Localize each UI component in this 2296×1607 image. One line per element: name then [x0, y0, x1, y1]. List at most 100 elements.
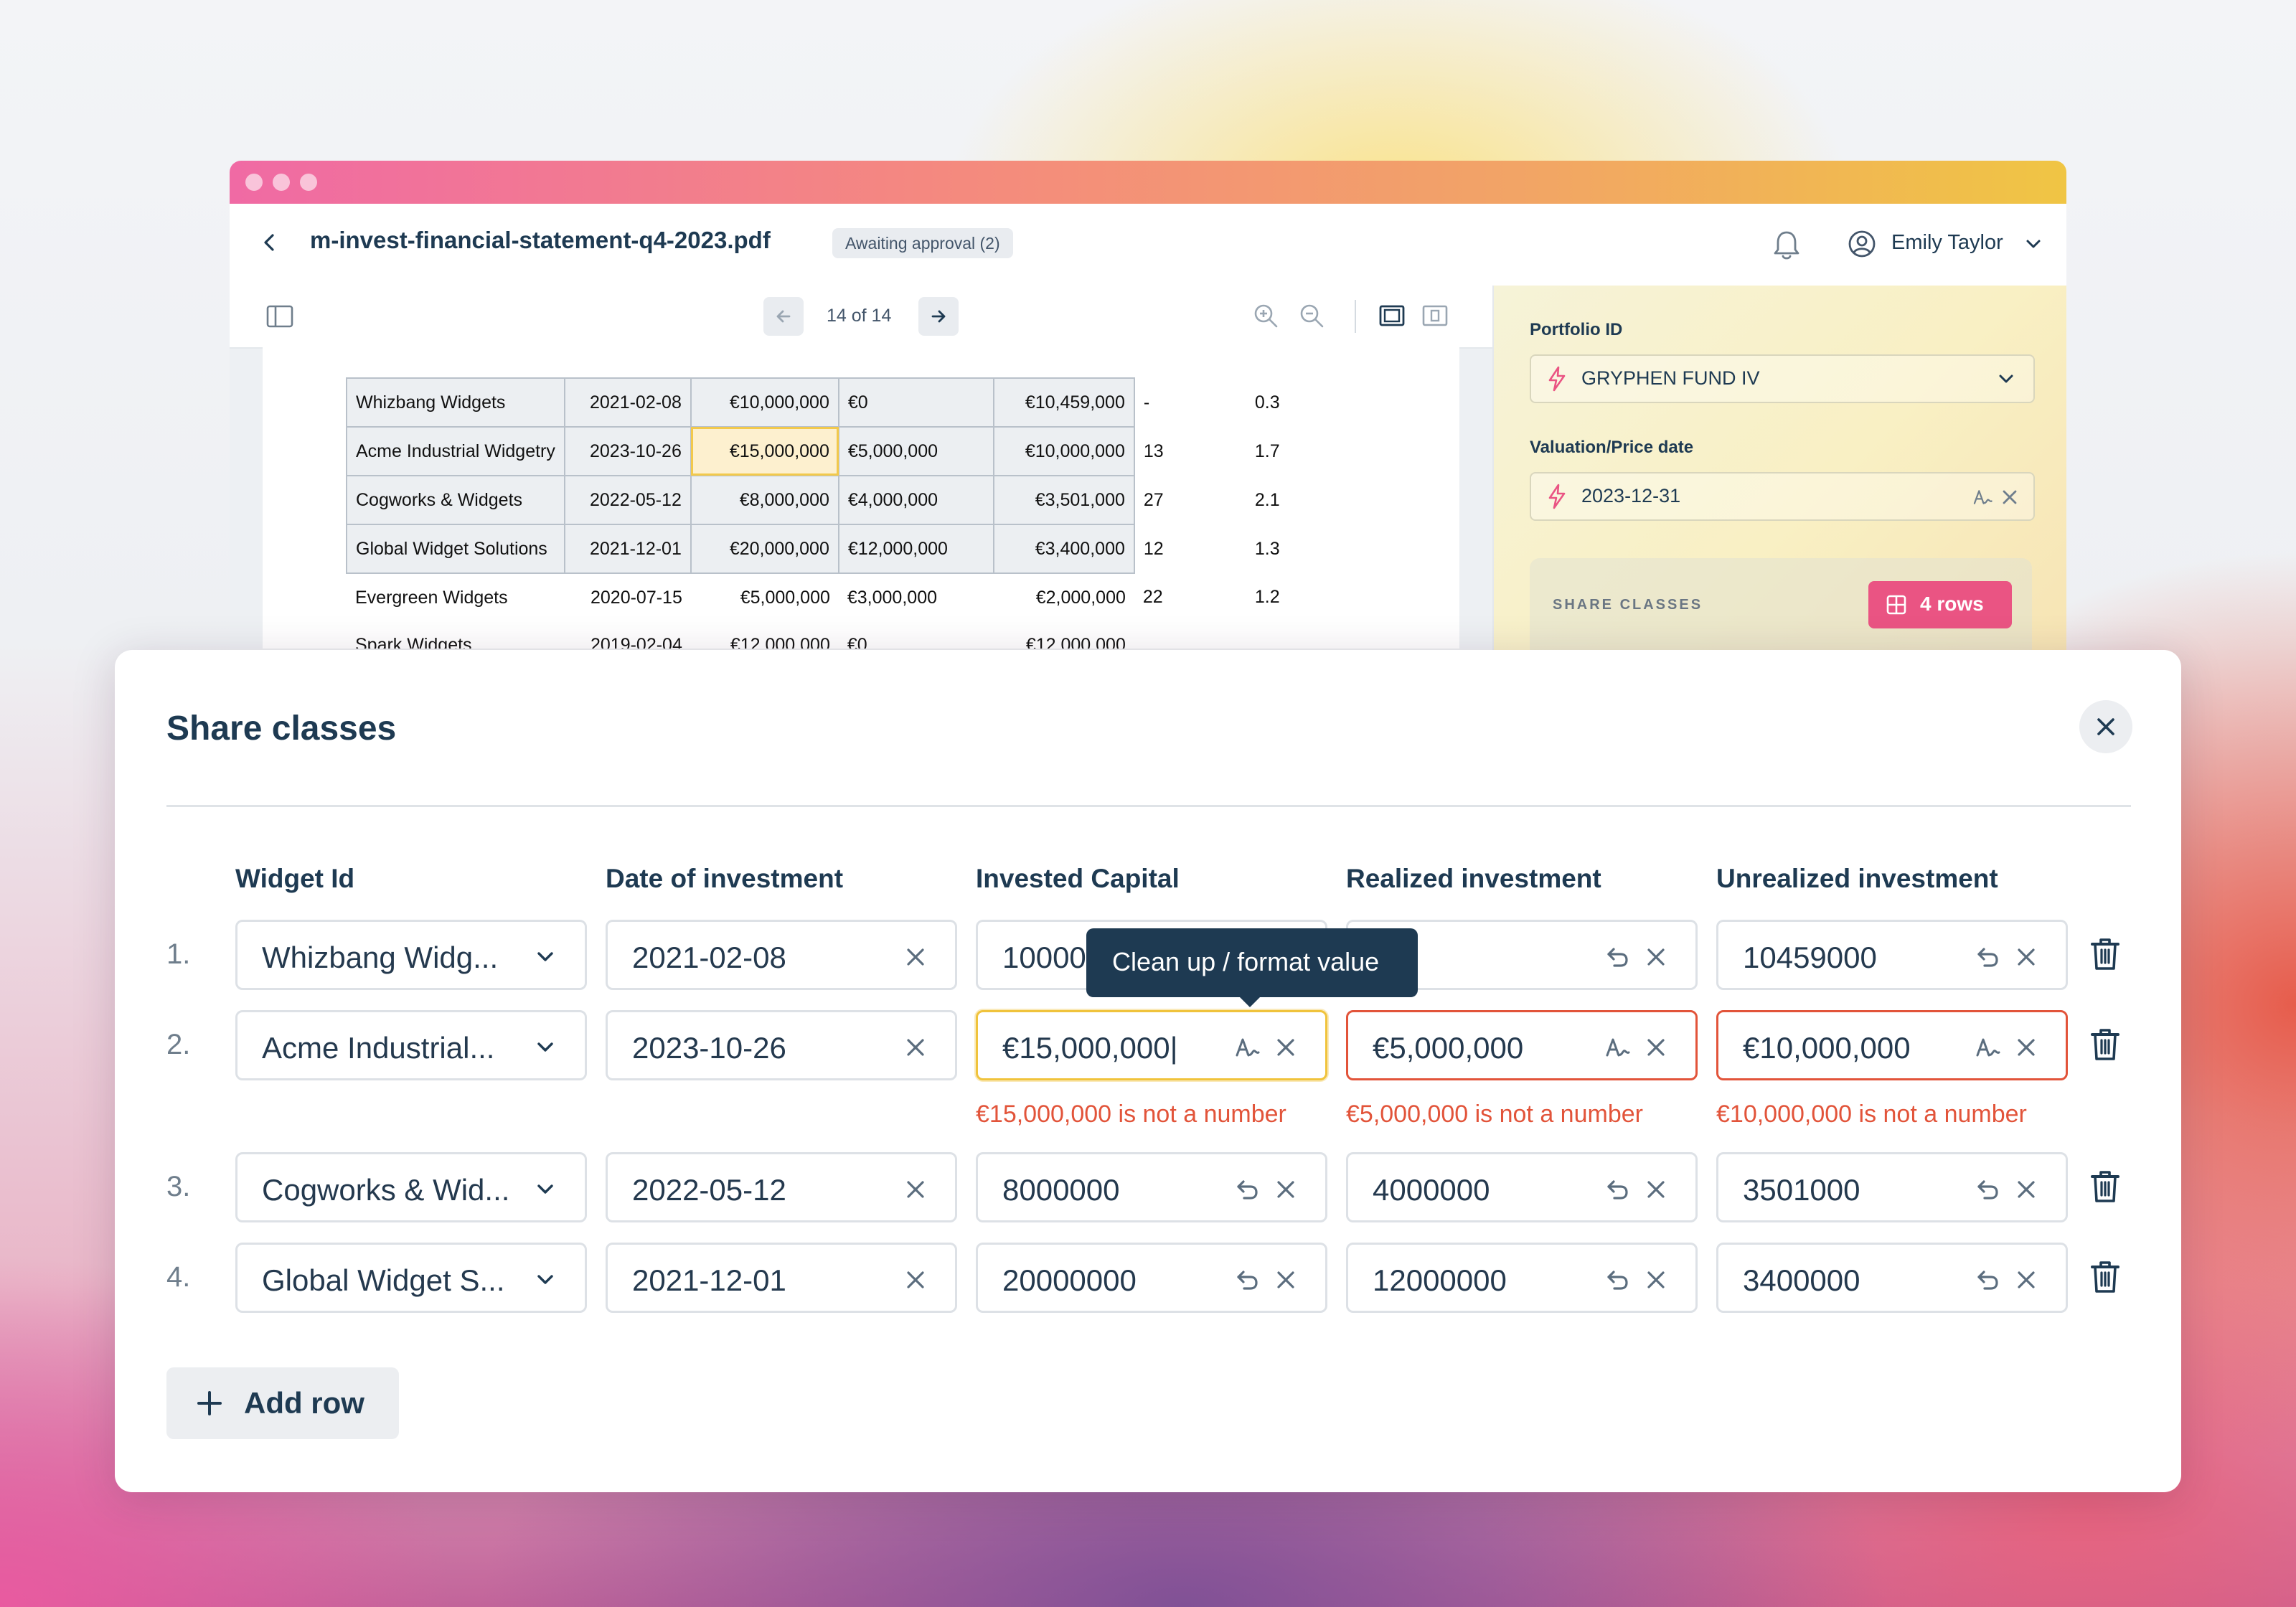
back-arrow-icon[interactable]	[258, 231, 281, 254]
portfolio-id-select[interactable]: GRYPHEN FUND IV	[1530, 354, 2035, 403]
clear-icon[interactable]	[1642, 1266, 1670, 1293]
zoom-out-icon[interactable]	[1297, 301, 1326, 330]
pdf-cell[interactable]: 2021-12-01	[563, 524, 692, 574]
undo-icon[interactable]	[1974, 1266, 2001, 1293]
clear-icon[interactable]	[1272, 1034, 1299, 1061]
clear-icon[interactable]	[1272, 1266, 1299, 1293]
clear-icon[interactable]	[1642, 943, 1670, 971]
close-icon	[2097, 718, 2114, 735]
clear-icon[interactable]	[902, 1266, 929, 1293]
pdf-cell[interactable]: €5,000,000	[837, 426, 994, 476]
clear-icon[interactable]	[2013, 1266, 2040, 1293]
format-value-icon[interactable]	[1974, 1034, 2001, 1061]
valuation-date-field[interactable]: 2023-12-31	[1530, 472, 2035, 521]
zoom-in-icon[interactable]	[1251, 301, 1280, 330]
pdf-cell[interactable]: €3,501,000	[992, 475, 1135, 525]
unrealized-investment-input[interactable]: €10,000,000	[1716, 1010, 2068, 1080]
bell-icon[interactable]	[1772, 230, 1801, 261]
pdf-cell[interactable]: Whizbang Widgets	[346, 377, 565, 428]
valuation-date-label: Valuation/Price date	[1530, 438, 1694, 457]
date-of-investment-input[interactable]: 2021-02-08	[606, 920, 957, 990]
undo-icon[interactable]	[1974, 943, 2001, 971]
clear-icon[interactable]	[902, 943, 929, 971]
window-close-dot[interactable]	[245, 174, 263, 191]
clear-icon[interactable]	[2013, 1034, 2040, 1061]
clear-icon[interactable]	[2013, 943, 2040, 971]
undo-icon[interactable]	[1604, 1266, 1631, 1293]
pdf-cell-highlighted[interactable]: €15,000,000	[690, 426, 839, 476]
window-maximize-dot[interactable]	[300, 174, 317, 191]
trash-icon[interactable]	[2089, 1260, 2121, 1294]
pdf-cell[interactable]: €10,459,000	[992, 377, 1135, 428]
window-titlebar	[230, 161, 2066, 204]
pdf-cell[interactable]: 2021-02-08	[563, 377, 692, 428]
widget-id-select[interactable]: Acme Industrial...	[235, 1010, 587, 1080]
trash-icon[interactable]	[2089, 1027, 2121, 1062]
pdf-cell[interactable]: €12,000,000	[837, 524, 994, 574]
pdf-cell[interactable]: Cogworks & Widgets	[346, 475, 565, 525]
date-of-investment-input[interactable]: 2023-10-26	[606, 1010, 957, 1080]
widget-id-select[interactable]: Whizbang Widg...	[235, 920, 587, 990]
realized-investment-input[interactable]: €5,000,000	[1346, 1010, 1698, 1080]
window-minimize-dot[interactable]	[273, 174, 290, 191]
trash-icon[interactable]	[2089, 1169, 2121, 1204]
pdf-cell[interactable]: 2022-05-12	[563, 475, 692, 525]
format-value-icon[interactable]	[1972, 486, 1993, 508]
unrealized-investment-input[interactable]: 10459000	[1716, 920, 2068, 990]
date-of-investment-input[interactable]: 2022-05-12	[606, 1152, 957, 1222]
date-of-investment-input[interactable]: 2021-12-01	[606, 1243, 957, 1313]
clear-icon[interactable]	[1642, 1034, 1670, 1061]
clear-icon[interactable]	[902, 1034, 929, 1061]
realized-investment-input[interactable]: 12000000	[1346, 1243, 1698, 1313]
row-number: 2.	[166, 1029, 191, 1060]
pdf-cell[interactable]: €8,000,000	[690, 475, 839, 525]
clear-icon[interactable]	[2013, 1176, 2040, 1203]
clear-icon[interactable]	[1272, 1176, 1299, 1203]
add-row-button[interactable]: Add row	[166, 1367, 399, 1439]
close-modal-button[interactable]	[2079, 700, 2132, 753]
next-page-button[interactable]	[918, 297, 959, 336]
undo-icon[interactable]	[1974, 1176, 2001, 1203]
pdf-cell[interactable]: €10,000,000	[992, 426, 1135, 476]
widget-id-select[interactable]: Cogworks & Wid...	[235, 1152, 587, 1222]
rows-count-button[interactable]: 4 rows	[1868, 581, 2012, 628]
field-value: 3400000	[1743, 1263, 1860, 1297]
pdf-cell[interactable]: Acme Industrial Widgetry	[346, 426, 565, 476]
clear-icon[interactable]	[2000, 488, 2019, 506]
trash-icon[interactable]	[2089, 937, 2121, 971]
pdf-cell[interactable]: 2023-10-26	[563, 426, 692, 476]
clear-icon[interactable]	[902, 1176, 929, 1203]
fit-page-view-icon[interactable]	[1421, 301, 1449, 330]
single-page-view-icon[interactable]	[1378, 301, 1406, 330]
format-value-icon[interactable]	[1233, 1034, 1261, 1061]
undo-icon[interactable]	[1604, 1176, 1631, 1203]
pdf-cell[interactable]: €0	[837, 377, 994, 428]
chevron-down-icon[interactable]	[532, 1034, 559, 1061]
pdf-cell[interactable]: €10,000,000	[690, 377, 839, 428]
widget-id-select[interactable]: Global Widget S...	[235, 1243, 587, 1313]
pdf-cell[interactable]: €3,400,000	[992, 524, 1135, 574]
undo-icon[interactable]	[1233, 1266, 1261, 1293]
invested-capital-input[interactable]: €15,000,000|	[976, 1010, 1327, 1080]
chevron-down-icon[interactable]	[532, 1266, 559, 1293]
clear-icon[interactable]	[1642, 1176, 1670, 1203]
undo-icon[interactable]	[1604, 943, 1631, 971]
invested-capital-input[interactable]: 8000000	[976, 1152, 1327, 1222]
undo-icon[interactable]	[1233, 1176, 1261, 1203]
chevron-down-icon[interactable]	[532, 1176, 559, 1203]
format-value-icon[interactable]	[1604, 1034, 1631, 1061]
pdf-cell[interactable]: Global Widget Solutions	[346, 524, 565, 574]
chevron-down-icon[interactable]	[532, 943, 559, 971]
unrealized-investment-input[interactable]: 3501000	[1716, 1152, 2068, 1222]
user-name[interactable]: Emily Taylor	[1891, 231, 2003, 254]
pdf-cell[interactable]: €4,000,000	[837, 475, 994, 525]
chevron-down-icon[interactable]	[2023, 234, 2043, 254]
unrealized-investment-input[interactable]: 3400000	[1716, 1243, 2068, 1313]
sidebar-toggle-icon[interactable]	[265, 304, 294, 329]
user-avatar-icon[interactable]	[1848, 230, 1876, 258]
invested-capital-input[interactable]: 20000000	[976, 1243, 1327, 1313]
pdf-cell[interactable]: €20,000,000	[690, 524, 839, 574]
previous-page-button[interactable]	[763, 297, 804, 336]
row-number: 1.	[166, 938, 191, 970]
realized-investment-input[interactable]: 4000000	[1346, 1152, 1698, 1222]
